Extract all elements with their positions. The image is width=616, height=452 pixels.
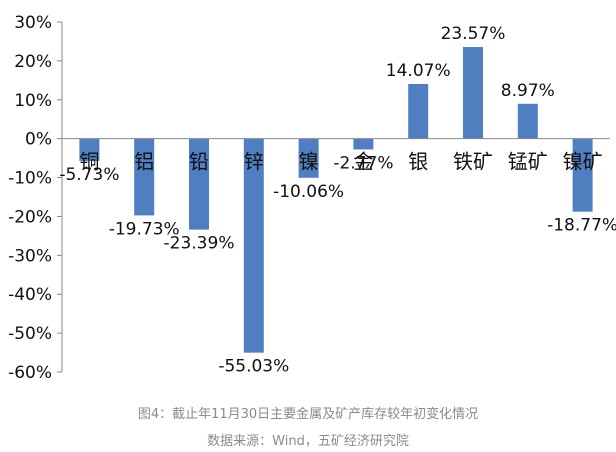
y-tick-label: 20% [14,52,52,72]
y-tick-label: -40% [8,285,52,305]
category-label: 金 [353,150,373,174]
figure-caption: 图4：截止年11月30日主要金属及矿产库存较年初变化情况 [137,407,479,422]
bars [62,47,610,353]
source-caption: 数据来源：Wind，五矿经济研究院 [207,434,409,449]
category-label: 铁矿 [453,150,493,174]
category-label: 镍矿 [563,150,603,174]
data-label: 14.07% [386,61,451,81]
data-labels: -5.73% -19.73%-23.39% -55.03% -10.06% -2.77%… [59,24,616,377]
y-tick-label: -60% [8,363,52,383]
bar [243,138,264,353]
bar [134,138,155,216]
bar [463,47,483,139]
y-tick-label: -30% [8,246,52,266]
y-tick-label: -20% [8,207,52,227]
category-label: 铝 [134,150,154,174]
data-label: -55.03% [218,357,289,377]
category-labels: 铜 铝 铅 锌 镍 金 银 铁矿 锰矿 镍矿 [79,150,602,174]
bar [353,138,374,150]
category-label: 铜 [79,150,99,174]
y-tick-label: 10% [14,91,52,111]
bar [298,138,319,178]
y-tick-label: 0% [25,130,52,150]
bar [408,83,429,139]
category-label: 镍 [299,150,319,174]
category-label: 锰矿 [508,150,548,174]
bar-chart: 30% 20% 10% 0% -10% -20% -30% -40% -50% -60% 铜 铝 铅 锌… [8,13,616,383]
y-tick-label: -50% [8,324,52,344]
data-label: -18.77% [547,216,616,236]
y-tick-label: -10% [8,169,52,189]
data-label: -2.77% [333,153,393,173]
data-label: 23.57% [441,24,506,44]
bar [79,138,100,161]
category-label: 铅 [189,150,209,174]
bar [572,138,593,212]
data-label: -5.73% [59,165,119,185]
bar [189,138,209,230]
y-axis: 30% 20% 10% 0% -10% -20% -30% -40% -50% -60% [8,13,63,383]
bar [517,103,538,139]
data-label: -10.06% [273,182,344,202]
data-label: 8.97% [501,81,555,101]
data-label: -23.39% [164,234,235,254]
category-label: 银 [408,150,428,174]
data-label: -19.73% [109,219,180,239]
category-label: 锌 [244,150,264,174]
y-tick-label: 30% [14,13,52,33]
